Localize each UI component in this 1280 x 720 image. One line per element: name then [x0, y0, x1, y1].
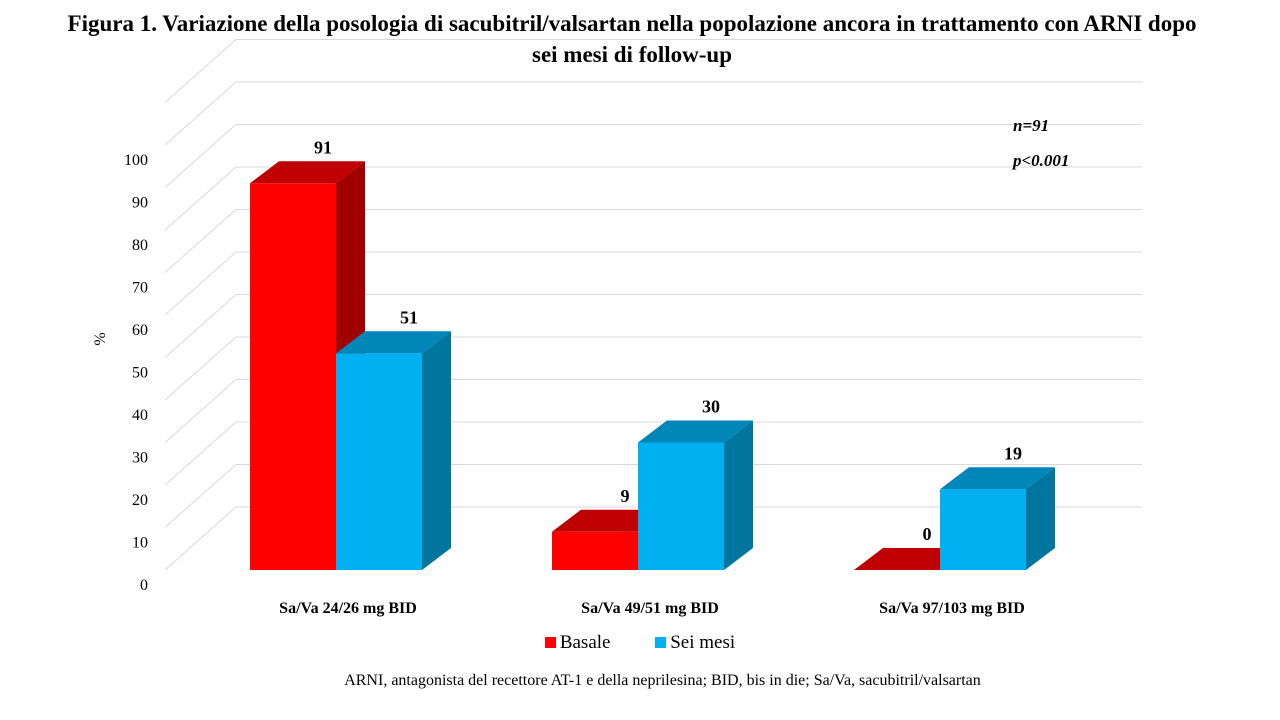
legend-label-basale: Basale [559, 632, 611, 653]
bar-front [638, 442, 724, 570]
p-value-annotation: p<0.001 [1011, 151, 1069, 170]
bar-value-label: 91 [314, 137, 332, 157]
bar-side [724, 420, 753, 570]
gridline [164, 336, 1142, 401]
gridline [164, 251, 1142, 316]
y-tick-label: 60 [132, 322, 148, 339]
bar-value-label: 9 [621, 486, 630, 506]
x-category-label: Sa/Va 24/26 mg BID [279, 600, 417, 617]
bar-side [1026, 467, 1055, 570]
category-labels: Sa/Va 24/26 mg BID Sa/Va 49/51 mg BID Sa/V… [279, 600, 1025, 617]
bar-front [250, 183, 336, 570]
chart-bars [250, 161, 1055, 570]
bar-top [638, 420, 753, 443]
y-tick-label: 30 [132, 450, 148, 467]
y-tick-label: 80 [132, 237, 148, 254]
bar-front [336, 353, 422, 570]
gridline [164, 421, 1142, 486]
bar-value-label: 0 [923, 524, 932, 544]
y-tick-label: 40 [132, 407, 148, 424]
y-tick-label: 70 [132, 280, 148, 297]
bar-value-label: 19 [1004, 443, 1022, 463]
bar-top [250, 161, 365, 184]
gridline [164, 166, 1142, 231]
chart-legend: Basale Sei mesi [0, 632, 1280, 654]
legend-swatch-basale [544, 637, 556, 648]
bar-top [940, 467, 1055, 490]
gridline [164, 124, 1142, 188]
legend-label-sei-mesi: Sei mesi [670, 632, 736, 653]
y-tick-label: 90 [132, 195, 148, 212]
sample-size-annotation: n=91 [1013, 116, 1049, 135]
figure-footnote: ARNI, antagonista del recettore AT-1 e d… [344, 672, 981, 689]
gridline [164, 379, 1142, 443]
x-category-label: Sa/Va 49/51 mg BID [581, 600, 719, 617]
bar-sei-mesi [336, 331, 451, 570]
bar-sei-mesi [638, 420, 753, 570]
bar-value-label: 51 [400, 307, 418, 327]
bar-front [940, 489, 1026, 570]
legend-item-basale: Basale [544, 632, 611, 654]
y-axis-ticks: 0 10 20 30 40 50 60 70 80 90 100 [124, 152, 148, 594]
bar-top [336, 331, 451, 354]
gridline [164, 209, 1142, 273]
y-tick-label: 50 [132, 365, 148, 382]
value-labels: 91 51 9 30 0 19 [314, 137, 1022, 544]
gridline [164, 294, 1142, 358]
bar-sei-mesi [940, 467, 1055, 570]
y-tick-label: 20 [132, 492, 148, 509]
x-category-label: Sa/Va 97/103 mg BID [879, 600, 1025, 617]
chart-grid [164, 39, 1142, 571]
bar-value-label: 30 [702, 397, 720, 417]
y-tick-label: 10 [132, 535, 148, 552]
gridline [164, 464, 1142, 528]
gridline [164, 81, 1142, 146]
gridline-frame [164, 39, 1142, 103]
legend-item-sei-mesi: Sei mesi [655, 632, 735, 654]
y-tick-label: 100 [124, 152, 148, 169]
bar-side [422, 331, 451, 570]
y-axis-label: % [92, 332, 109, 345]
chart-title: Figura 1. Variazione della posologia di … [67, 11, 1197, 67]
bar-front [552, 531, 638, 570]
gridline [164, 506, 1142, 571]
y-tick-label: 0 [140, 577, 148, 594]
legend-swatch-sei-mesi [655, 637, 667, 648]
